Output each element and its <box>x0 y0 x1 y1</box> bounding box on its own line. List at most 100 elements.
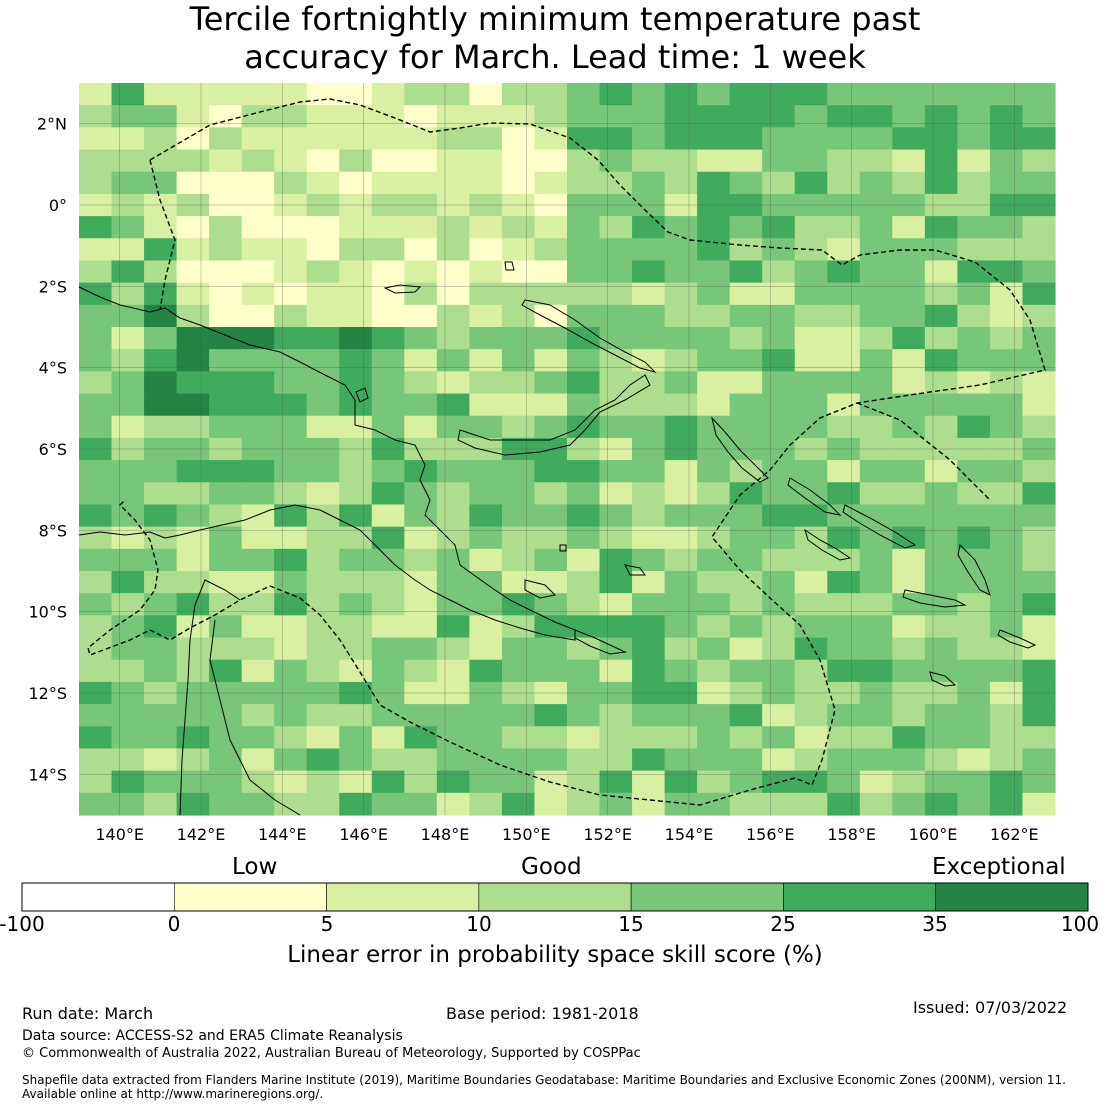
grid-cell <box>534 726 568 750</box>
grid-cell <box>306 349 340 372</box>
grid-cell <box>209 726 243 750</box>
grid-cell <box>274 748 308 772</box>
grid-cell <box>924 571 958 594</box>
grid-cell <box>306 437 340 461</box>
grid-cell <box>924 504 958 528</box>
coastline-guadalcanal <box>902 589 967 608</box>
grid-cell <box>274 548 308 572</box>
grid-cell <box>404 792 438 816</box>
grid-cell <box>697 526 731 550</box>
grid-cell <box>859 460 893 483</box>
grid-cell <box>827 415 861 439</box>
grid-cell <box>111 393 145 417</box>
grid-cell <box>534 304 568 328</box>
grid-cell <box>501 526 536 550</box>
grid-cell <box>111 105 145 128</box>
grid-cell <box>729 482 763 506</box>
grid-cell <box>859 260 893 284</box>
grid-cell <box>241 105 275 128</box>
grid-cell <box>241 393 275 417</box>
colorbar-tick: 100 <box>1060 912 1100 936</box>
grid-cell <box>859 83 893 106</box>
grid-cell <box>762 571 796 594</box>
grid-cell <box>274 127 308 151</box>
grid-cell <box>306 659 340 683</box>
grid-cell <box>469 327 503 350</box>
grid-cell <box>209 659 243 683</box>
grid-cell <box>176 282 210 306</box>
grid-cell <box>404 349 438 372</box>
grid-cell <box>469 149 503 173</box>
grid-cell <box>371 83 405 106</box>
grid-cell <box>306 726 340 750</box>
grid-cell <box>827 571 861 594</box>
lon-tick-label: 142°E <box>177 825 226 844</box>
grid-cell <box>469 393 503 417</box>
grid-cell <box>729 615 763 639</box>
grid-cell <box>762 105 796 128</box>
grid-cell <box>924 792 958 816</box>
grid-cell <box>306 304 340 328</box>
grid-cell <box>599 460 633 483</box>
grid-cell <box>957 593 991 616</box>
grid-cell <box>176 349 210 372</box>
grid-cell <box>209 770 243 794</box>
grid-cell <box>632 282 666 306</box>
grid-cell <box>762 193 796 217</box>
grid-cell <box>794 526 828 550</box>
grid-cell <box>957 615 991 639</box>
grid-cell <box>664 415 698 439</box>
grid-cell <box>957 726 991 750</box>
grid-cell <box>664 659 698 683</box>
grid-cell <box>989 282 1024 306</box>
grid-cell <box>794 371 828 395</box>
grid-cell <box>859 238 893 262</box>
grid-cell <box>111 282 145 306</box>
grid-cell <box>306 282 340 306</box>
grid-cell <box>924 282 958 306</box>
grid-cell <box>794 282 828 306</box>
colorbar-tick: 0 <box>167 912 181 936</box>
grid-cell <box>404 127 438 151</box>
grid-cell <box>599 260 633 284</box>
grid-cell <box>859 371 893 395</box>
grid-cell <box>274 260 308 284</box>
grid-cell <box>404 460 438 483</box>
grid-cell <box>209 548 243 572</box>
grid-cell <box>729 415 763 439</box>
grid-cell <box>729 127 763 151</box>
grid-cell <box>339 393 373 417</box>
grid-cell <box>599 792 633 816</box>
grid-cell <box>306 482 340 506</box>
grid-cell <box>729 504 763 528</box>
grid-cell <box>989 704 1024 727</box>
grid-cell <box>859 105 893 128</box>
grid-cell <box>957 437 991 461</box>
grid-cell <box>144 593 178 616</box>
grid-cell <box>371 681 405 705</box>
grid-cell <box>924 437 958 461</box>
grid-cell <box>762 171 796 195</box>
grid-cell <box>859 171 893 195</box>
grid-cell <box>501 238 536 262</box>
grid-cell <box>306 748 340 772</box>
grid-cell <box>469 127 503 151</box>
grid-cell <box>79 304 113 328</box>
grid-cell <box>339 149 373 173</box>
grid-cell <box>436 504 470 528</box>
grid-cell <box>567 437 601 461</box>
grid-cell <box>892 437 926 461</box>
grid-cell <box>501 327 536 350</box>
grid-cell <box>209 349 243 372</box>
grid-cell <box>599 171 633 195</box>
grid-cell <box>1022 327 1056 350</box>
grid-cell <box>989 748 1024 772</box>
grid-cell <box>144 726 178 750</box>
grid-cell <box>599 149 633 173</box>
grid-cell <box>632 504 666 528</box>
grid-cell <box>469 460 503 483</box>
grid-cell <box>989 304 1024 328</box>
grid-cell <box>306 637 340 661</box>
grid-cell <box>404 105 438 128</box>
grid-cell <box>79 127 113 151</box>
